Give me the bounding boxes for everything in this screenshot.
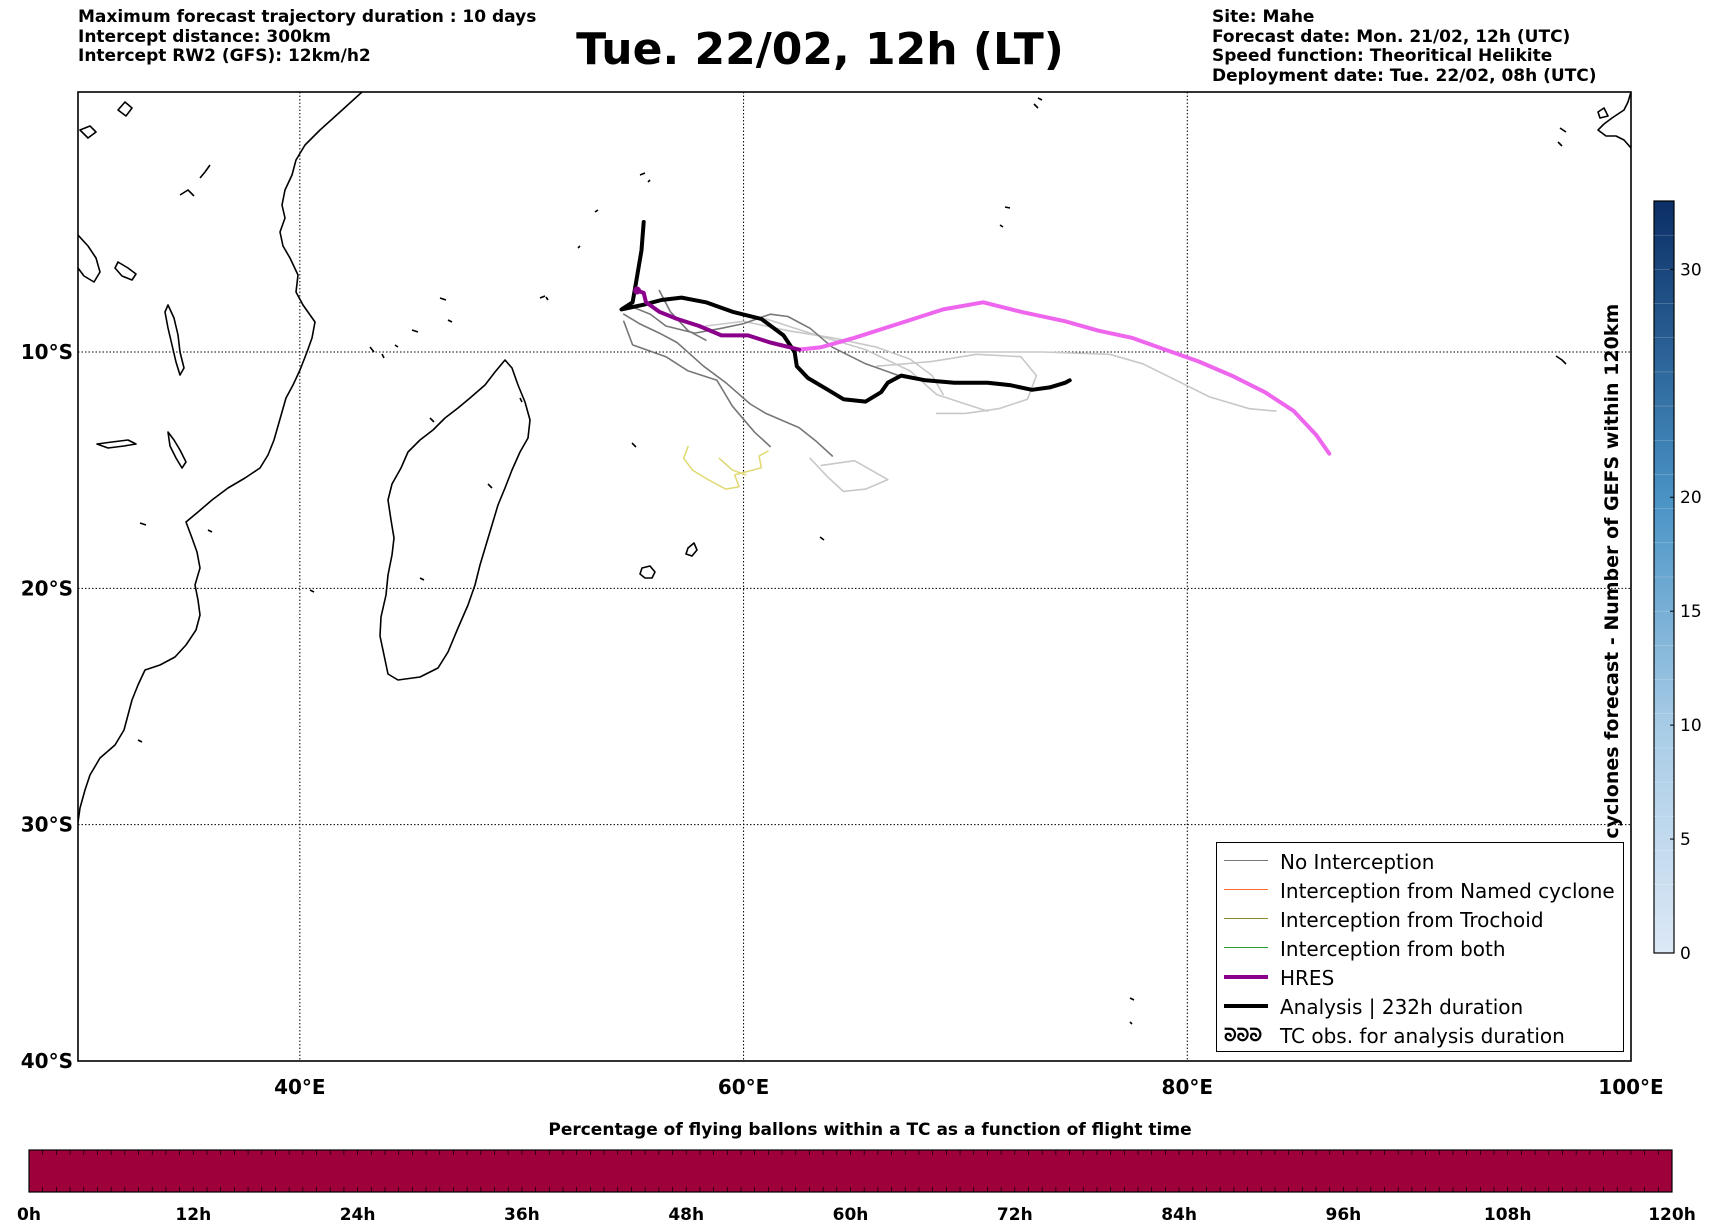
header-line-duration: Maximum forecast trajectory duration : 1…	[78, 7, 537, 27]
coastline-africa	[78, 92, 363, 823]
coastline-east-islands	[1129, 355, 1567, 1025]
coastline-northwest	[78, 101, 211, 283]
colorbar-right-tick-label: 30	[1680, 260, 1702, 280]
ensemble-track-light	[964, 351, 1277, 412]
legend-item-both: Interception from both	[1217, 935, 1623, 963]
colorbar-right-tick-label: 10	[1680, 716, 1702, 736]
legend-swatch	[1224, 947, 1268, 949]
colorbar-bottom-tick-label: 72h	[997, 1205, 1033, 1223]
colorbar-right-tick-label: 5	[1680, 830, 1691, 850]
header-line-forecast-date: Forecast date: Mon. 21/02, 12h (UTC)	[1212, 26, 1571, 47]
colorbar-right-tick-label: 0	[1680, 944, 1691, 964]
ensemble-track-light	[809, 457, 889, 493]
ensemble-track-light	[705, 320, 944, 396]
colorbar-bottom-tick-label: 84h	[1161, 1205, 1197, 1223]
header-line-intercept-distance: Intercept distance: 300km	[78, 26, 331, 47]
colorbar-right-tick-label: 20	[1680, 488, 1702, 508]
ensemble-track-light	[765, 318, 989, 412]
legend-label: HRES	[1280, 966, 1335, 990]
lat-tick-label: 10°S	[21, 340, 73, 364]
ensemble-track-no-interception	[623, 313, 834, 457]
hres-track-extension	[797, 300, 1332, 456]
legend: No Interception Interception from Named …	[1216, 842, 1624, 1052]
legend-item-no-interception: No Interception	[1217, 848, 1623, 876]
coastline-comoros	[369, 344, 399, 359]
hres-start-point	[633, 286, 642, 295]
lat-tick-label: 30°S	[21, 813, 73, 837]
legend-label: No Interception	[1280, 850, 1435, 874]
colorbar-right-tick-label: 15	[1680, 602, 1702, 622]
ensemble-track-light	[875, 353, 1038, 415]
header-right-info: Site: Mahe Forecast date: Mon. 21/02, 12…	[1212, 7, 1597, 86]
legend-label: Analysis | 232h duration	[1280, 995, 1524, 1019]
legend-swatch	[1224, 860, 1268, 862]
map-gridlines	[78, 92, 1631, 1061]
header-line-intercept-rw2: Intercept RW2 (GFS): 12km/h2	[78, 46, 371, 66]
colorbar-bottom-tick-label: 120h	[1648, 1205, 1696, 1223]
hres-track	[635, 288, 801, 352]
coastline-zanzibar	[164, 304, 185, 376]
ensemble-track-no-interception	[623, 320, 771, 448]
lat-tick-label: 40°S	[21, 1049, 73, 1073]
ensemble-track-yellow	[682, 445, 769, 490]
legend-item-hres: HRES	[1217, 964, 1623, 992]
coastline-north-dots	[137, 97, 1043, 743]
colorbar-bottom-tick-label: 96h	[1326, 1205, 1362, 1223]
map-frame	[77, 91, 1632, 1062]
analysis-track	[619, 220, 1072, 404]
colorbar-bottom-tick-label: 36h	[504, 1205, 540, 1223]
legend-label: Interception from Trochoid	[1280, 908, 1544, 932]
main-title: Tue. 22/02, 12h (LT)	[576, 24, 1064, 75]
legend-label: Interception from both	[1280, 937, 1506, 961]
lon-tick-label: 100°E	[1598, 1075, 1663, 1099]
colorbar-bottom-tick-label: 12h	[175, 1205, 211, 1223]
coastlines	[78, 92, 1631, 1025]
trajectory-layer	[619, 220, 1332, 493]
legend-swatch	[1224, 975, 1268, 979]
legend-label: TC obs. for analysis duration	[1280, 1024, 1565, 1048]
coastline-lake	[96, 431, 187, 469]
map-axis-labels: 40°E 60°E 80°E 100°E 10°S 20°S 30°S 40°S	[21, 340, 1664, 1099]
header-left-info: Maximum forecast trajectory duration : 1…	[78, 7, 537, 67]
colorbar-bottom: 0h 12h 24h 36h 48h 60h 72h 84h 96h 108h 120h	[17, 1149, 1696, 1223]
coastline-seychelles	[539, 172, 1011, 541]
header-line-speed-function: Speed function: Theoritical Helikite	[1212, 46, 1553, 66]
lat-tick-label: 20°S	[21, 576, 73, 600]
ensemble-track-yellow	[718, 457, 747, 476]
colorbar-bottom-tick-label: 60h	[833, 1205, 869, 1223]
legend-swatch	[1224, 918, 1268, 920]
colorbar-bottom-fill	[28, 1149, 1673, 1193]
colorbar-bottom-tick-label: 48h	[668, 1205, 704, 1223]
lon-tick-label: 60°E	[718, 1075, 770, 1099]
colorbar-right: 0 5 10 15 20 30	[1653, 200, 1702, 964]
legend-label: Interception from Named cyclone	[1280, 879, 1615, 903]
lon-tick-label: 40°E	[274, 1075, 326, 1099]
colorbar-bottom-tick-label: 24h	[340, 1205, 376, 1223]
colorbar-right-gradient	[1653, 200, 1675, 954]
legend-item-named-cyclone: Interception from Named cyclone	[1217, 877, 1623, 905]
header-line-deployment-date: Deployment date: Tue. 22/02, 08h (UTC)	[1212, 65, 1597, 86]
legend-item-tc-obs: ᘐᘐᘐ TC obs. for analysis duration	[1217, 1022, 1623, 1050]
legend-swatch	[1224, 889, 1268, 891]
header-line-site: Site: Mahe	[1212, 7, 1315, 27]
cyclone-symbol-icon: ᘐᘐᘐ	[1224, 1025, 1263, 1046]
coastline-mauritius	[639, 542, 698, 579]
lon-tick-label: 80°E	[1162, 1075, 1214, 1099]
colorbar-bottom-title: Percentage of flying ballons within a TC…	[548, 1120, 1192, 1140]
colorbar-bottom-tick-label: 108h	[1484, 1205, 1532, 1223]
legend-item-trochoid: Interception from Trochoid	[1217, 906, 1623, 934]
legend-item-analysis: Analysis | 232h duration	[1217, 993, 1623, 1021]
coastline-sumatra	[1557, 92, 1631, 149]
coastline-madagascar	[379, 359, 531, 681]
colorbar-bottom-tick-label: 0h	[17, 1205, 41, 1223]
legend-swatch	[1224, 1004, 1268, 1008]
